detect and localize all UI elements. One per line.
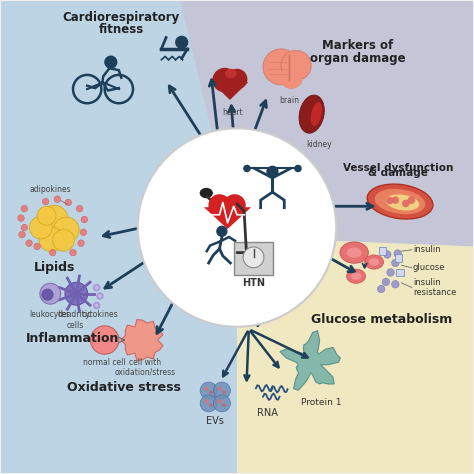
Circle shape — [382, 278, 390, 286]
Text: HTN: HTN — [242, 278, 265, 288]
Polygon shape — [180, 0, 474, 246]
Circle shape — [217, 399, 222, 404]
Circle shape — [392, 281, 399, 288]
Text: kidney: kidney — [306, 140, 332, 149]
Circle shape — [91, 326, 119, 354]
Text: fitness: fitness — [99, 23, 144, 36]
Circle shape — [209, 391, 213, 394]
Circle shape — [76, 205, 83, 212]
Circle shape — [280, 66, 303, 89]
Circle shape — [96, 292, 104, 300]
Circle shape — [217, 386, 222, 391]
Text: cell with
oxidation/stress: cell with oxidation/stress — [114, 357, 175, 377]
Circle shape — [408, 196, 415, 204]
Circle shape — [212, 68, 237, 92]
Polygon shape — [121, 319, 163, 361]
FancyBboxPatch shape — [379, 247, 386, 255]
Circle shape — [175, 36, 188, 49]
FancyBboxPatch shape — [234, 242, 273, 275]
Circle shape — [41, 289, 54, 301]
Text: Markers of: Markers of — [322, 39, 393, 52]
Text: leukocytes: leukocytes — [29, 310, 70, 319]
Circle shape — [93, 302, 100, 310]
FancyBboxPatch shape — [396, 269, 404, 276]
Circle shape — [93, 284, 100, 292]
Circle shape — [95, 304, 99, 308]
Circle shape — [42, 198, 49, 205]
Text: Cardiorespiratory: Cardiorespiratory — [63, 11, 180, 24]
Ellipse shape — [340, 242, 368, 263]
Circle shape — [65, 199, 72, 206]
Circle shape — [53, 229, 74, 251]
Text: normal cell: normal cell — [83, 357, 126, 366]
Circle shape — [54, 217, 79, 243]
Circle shape — [224, 194, 246, 217]
Polygon shape — [204, 207, 251, 229]
Text: brain: brain — [279, 96, 299, 105]
Circle shape — [104, 55, 118, 69]
Ellipse shape — [367, 184, 433, 219]
Circle shape — [227, 69, 247, 90]
Circle shape — [40, 205, 68, 234]
Ellipse shape — [385, 194, 419, 210]
Polygon shape — [280, 331, 340, 390]
Ellipse shape — [346, 269, 365, 283]
Circle shape — [18, 231, 25, 238]
Ellipse shape — [299, 95, 324, 133]
Circle shape — [65, 283, 88, 305]
Text: & damage: & damage — [368, 168, 428, 178]
Text: heart: heart — [222, 109, 243, 118]
Circle shape — [78, 240, 84, 246]
Circle shape — [243, 164, 251, 172]
Circle shape — [222, 391, 226, 394]
Circle shape — [402, 200, 410, 207]
Circle shape — [21, 224, 27, 231]
Circle shape — [21, 205, 27, 212]
Circle shape — [213, 395, 230, 412]
FancyBboxPatch shape — [395, 255, 402, 262]
Circle shape — [34, 243, 40, 250]
Ellipse shape — [351, 273, 361, 280]
Text: Protein 1: Protein 1 — [301, 398, 341, 407]
Circle shape — [204, 399, 209, 404]
Circle shape — [222, 403, 226, 407]
Circle shape — [98, 294, 102, 298]
Circle shape — [200, 395, 217, 412]
Circle shape — [266, 165, 279, 178]
Circle shape — [216, 226, 228, 237]
Text: RNA: RNA — [257, 408, 278, 418]
Circle shape — [383, 251, 391, 258]
Ellipse shape — [369, 258, 379, 266]
Circle shape — [209, 194, 231, 217]
Circle shape — [81, 216, 88, 223]
Ellipse shape — [200, 188, 213, 198]
Circle shape — [394, 250, 401, 257]
Text: Vessel dysfunction: Vessel dysfunction — [343, 163, 453, 173]
Circle shape — [138, 128, 336, 327]
Ellipse shape — [375, 189, 425, 214]
Text: glucose: glucose — [413, 263, 445, 272]
Text: Lipids: Lipids — [34, 261, 76, 273]
Circle shape — [392, 196, 399, 204]
Circle shape — [392, 259, 399, 267]
Text: adipokines: adipokines — [29, 185, 71, 194]
Circle shape — [200, 382, 217, 399]
Circle shape — [213, 382, 230, 399]
Text: cytokines: cytokines — [82, 310, 118, 319]
Text: insulin: insulin — [413, 245, 440, 254]
Circle shape — [387, 269, 394, 276]
Circle shape — [204, 386, 209, 391]
Text: insulin
resistance: insulin resistance — [413, 278, 456, 297]
Circle shape — [80, 229, 87, 236]
Ellipse shape — [365, 255, 383, 269]
Circle shape — [243, 247, 264, 268]
Circle shape — [39, 227, 64, 252]
Circle shape — [26, 240, 32, 246]
Ellipse shape — [346, 247, 362, 258]
Ellipse shape — [311, 102, 322, 126]
Circle shape — [54, 196, 61, 202]
Text: dendritic
cells: dendritic cells — [58, 310, 92, 329]
Text: Glucose metabolism: Glucose metabolism — [310, 313, 452, 326]
Circle shape — [263, 49, 299, 85]
